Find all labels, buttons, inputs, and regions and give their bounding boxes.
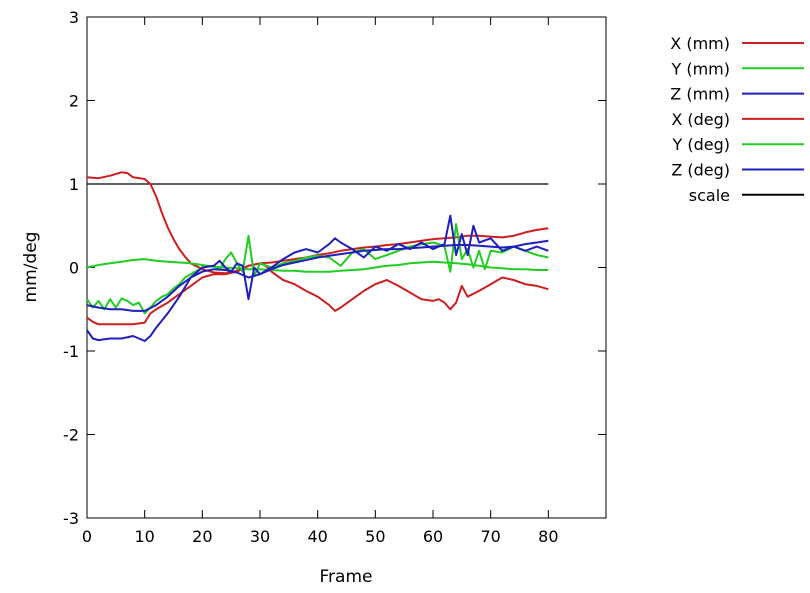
y-tick-label: -3 (63, 509, 79, 528)
x-tick-label: 20 (192, 527, 212, 546)
legend-label: X (deg) (671, 110, 730, 129)
x-tick-label: 0 (82, 527, 92, 546)
series-line-y-mm (86, 258, 549, 273)
axis-ticks: 0 10 20 30 40 50 60 70 80 -3 -2 -1 0 1 2 3 (63, 8, 606, 546)
legend: X (mm) Y (mm) Z (mm) X (deg) Y (deg) Z (deg) s… (670, 34, 804, 205)
legend-label: Y (deg) (672, 135, 731, 154)
plot-frame (86, 16, 607, 519)
legend-label: scale (689, 186, 730, 205)
y-tick-label: 2 (69, 92, 79, 111)
x-tick-label: 50 (365, 527, 385, 546)
y-axis-title: mm/deg (21, 232, 41, 303)
y-tick-label: -2 (63, 426, 79, 445)
x-tick-label: 10 (134, 527, 154, 546)
x-tick-label: 30 (250, 527, 270, 546)
series-line-y-deg (86, 223, 549, 315)
legend-label: X (mm) (670, 34, 730, 53)
legend-label: Y (mm) (670, 59, 730, 78)
series-line-z-deg (86, 214, 549, 342)
x-tick-label: 80 (538, 527, 558, 546)
x-tick-label: 40 (307, 527, 327, 546)
series-line-x-deg (86, 262, 549, 326)
x-axis-title: Frame (320, 567, 373, 587)
series-lines (86, 171, 549, 342)
x-tick-label: 60 (423, 527, 443, 546)
y-tick-label: 3 (69, 8, 79, 27)
y-tick-label: 1 (69, 175, 79, 194)
legend-label: Z (deg) (671, 161, 730, 180)
legend-label: Z (mm) (670, 85, 730, 104)
series-line-z-mm (86, 239, 549, 312)
x-tick-label: 70 (480, 527, 500, 546)
y-tick-label: -1 (63, 342, 79, 361)
y-tick-label: 0 (69, 259, 79, 278)
